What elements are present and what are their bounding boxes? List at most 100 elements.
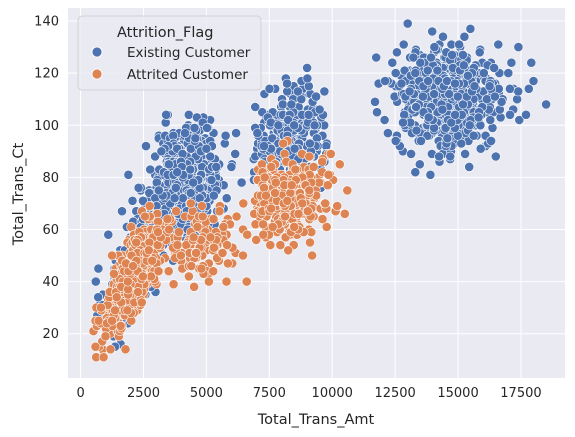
attrited-customer-point	[339, 208, 350, 219]
y-axis-label: Total_Trans_Ct	[11, 142, 27, 246]
y-tick-label: 20	[42, 327, 59, 342]
existing-customer-point	[371, 52, 382, 63]
existing-customer-point	[141, 141, 151, 151]
existing-customer-point	[450, 109, 460, 120]
existing-customer-point	[513, 42, 524, 52]
existing-customer-point	[156, 146, 167, 157]
existing-customer-point	[170, 182, 181, 193]
attrited-customer-point	[137, 271, 148, 282]
existing-customer-point	[541, 99, 551, 110]
y-tick-label: 40	[42, 275, 59, 290]
x-tick-label: 15000	[437, 386, 478, 401]
attrited-customer-point	[107, 315, 117, 326]
legend-title: Attrition_Flag	[117, 25, 214, 41]
existing-customer-point	[417, 91, 428, 102]
existing-customer-point	[188, 177, 199, 188]
existing-customer-point	[484, 81, 495, 92]
x-axis-ticks: 0 2500 5000 7500 10000 12500 15000 17500	[76, 386, 541, 401]
existing-customer-point	[503, 68, 514, 78]
existing-customer-point	[425, 169, 436, 180]
attrited-customer-point	[258, 229, 269, 240]
existing-customer-point	[442, 133, 453, 144]
existing-customer-point	[410, 167, 421, 178]
attrited-customer-point	[317, 156, 328, 167]
existing-customer-point	[380, 76, 390, 86]
attrited-customer-point	[164, 224, 174, 235]
existing-customer-point	[422, 65, 433, 76]
existing-customer-point	[93, 263, 104, 274]
attrited-customer-point	[270, 177, 281, 188]
existing-customer-point	[490, 151, 501, 162]
attrited-customer-point	[153, 266, 164, 277]
attrited-customer-point	[334, 159, 345, 170]
attrited-customer-point	[144, 201, 155, 211]
attrited-customer-point	[208, 266, 219, 277]
attrited-customer-point	[197, 211, 208, 222]
existing-customer-point	[423, 112, 434, 123]
existing-customer-point	[190, 133, 201, 144]
attrited-customer-point	[168, 279, 179, 290]
attrited-customer-point	[115, 320, 126, 331]
existing-customer-point	[372, 107, 382, 118]
existing-customer-point	[211, 161, 222, 172]
existing-customer-point	[391, 47, 402, 58]
attrited-customer-point	[241, 276, 252, 287]
attrited-customer-point	[270, 188, 280, 198]
existing-customer-point	[452, 91, 463, 102]
attrited-customer-point	[175, 250, 186, 261]
attrited-customer-point	[98, 352, 109, 363]
existing-customer-point	[414, 159, 425, 170]
legend-marker-attrited	[91, 68, 103, 80]
existing-customer-point	[411, 125, 422, 136]
existing-customer-point	[319, 86, 330, 97]
existing-customer-point	[514, 115, 525, 125]
existing-customer-point	[206, 175, 217, 185]
existing-customer-point	[465, 23, 476, 34]
existing-customer-point	[416, 135, 426, 146]
attrited-customer-point	[203, 276, 214, 287]
existing-customer-point	[464, 120, 475, 131]
attrited-customer-point	[90, 341, 101, 352]
existing-customer-point	[521, 109, 531, 120]
existing-customer-point	[387, 57, 398, 68]
attrited-customer-point	[317, 214, 328, 224]
attrited-customer-point	[238, 198, 249, 209]
attrited-customer-point	[100, 331, 111, 342]
attrited-customer-point	[307, 250, 317, 261]
existing-customer-point	[390, 135, 401, 146]
attrited-customer-point	[290, 164, 301, 175]
attrited-customer-point	[162, 214, 173, 224]
existing-customer-point	[473, 112, 484, 123]
attrited-customer-point	[205, 232, 216, 243]
legend-label-attrited: Attrited Customer	[127, 67, 248, 83]
attrited-customer-point	[280, 211, 290, 222]
attrited-customer-point	[131, 237, 142, 248]
existing-customer-point	[404, 86, 415, 97]
existing-customer-point	[309, 120, 320, 131]
attrited-customer-point	[282, 195, 293, 206]
attrited-customer-point	[222, 240, 232, 250]
existing-customer-point	[230, 148, 241, 159]
existing-customer-point	[528, 76, 539, 86]
attrited-customer-point	[293, 208, 304, 219]
existing-customer-point	[505, 109, 515, 120]
x-tick-label: 5000	[190, 386, 223, 401]
existing-customer-point	[411, 102, 421, 112]
existing-customer-point	[469, 81, 480, 92]
existing-customer-point	[286, 99, 297, 110]
existing-customer-point	[460, 148, 470, 159]
x-tick-label: 7500	[253, 386, 286, 401]
existing-customer-point	[446, 117, 457, 128]
attrited-customer-point	[259, 172, 270, 183]
y-tick-label: 60	[42, 223, 59, 238]
existing-customer-point	[447, 50, 457, 60]
existing-customer-point	[202, 123, 212, 133]
attrited-customer-point	[251, 234, 262, 245]
attrited-customer-point	[208, 214, 219, 224]
existing-customer-point	[478, 68, 489, 78]
existing-customer-point	[226, 161, 237, 172]
existing-customer-point	[408, 52, 419, 63]
existing-customer-point	[189, 123, 200, 133]
existing-customer-point	[302, 63, 312, 73]
attrited-customer-point	[304, 151, 315, 162]
